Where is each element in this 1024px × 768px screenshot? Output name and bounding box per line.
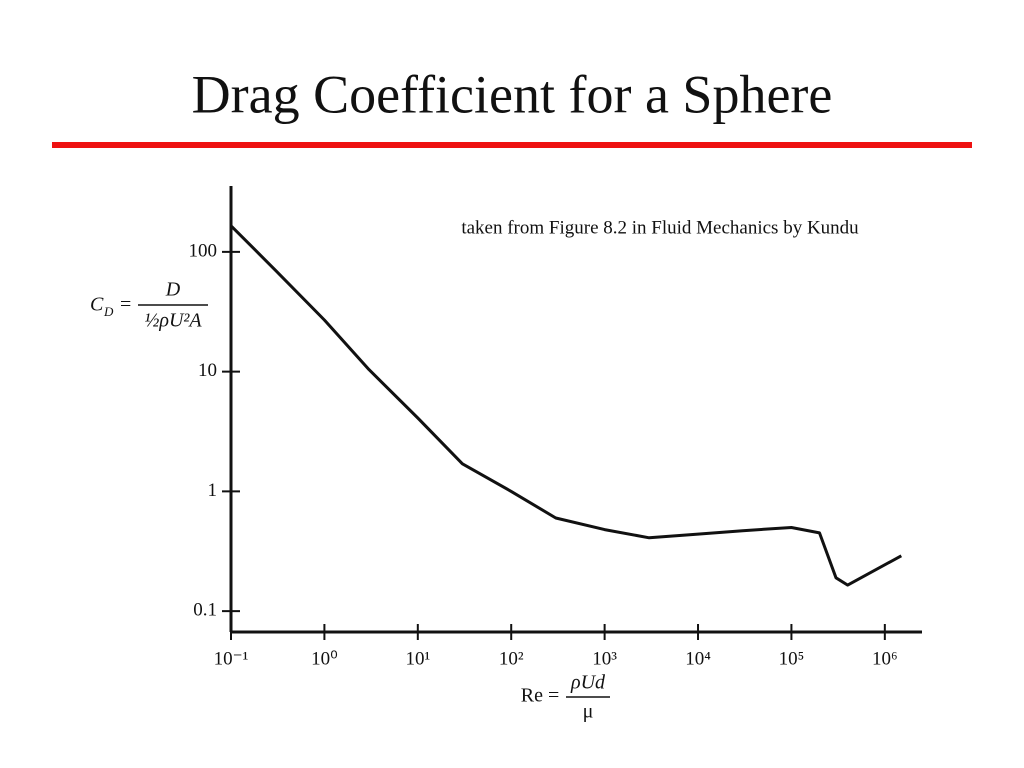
annotation: taken from Figure 8.2 in Fluid Mechanics… (461, 217, 859, 238)
x-label-lhs: Re = (521, 685, 560, 707)
y-label-subscript: D (103, 304, 114, 319)
data-line (229, 224, 903, 587)
x-tick-label: 10² (499, 648, 524, 669)
x-tick-label: 10⁴ (685, 648, 711, 669)
y-label-symbol: C (90, 294, 104, 316)
y-label-numerator: D (165, 279, 181, 301)
y-axis-label: C D = D ½ρU²A (90, 279, 208, 332)
x-axis-label: Re = ρUd μ (521, 672, 610, 723)
x-tick-label: 10⁵ (779, 648, 805, 669)
y-label-denominator: ½ρU²A (144, 310, 202, 332)
x-tick-label: 10⁰ (311, 648, 338, 669)
x-tick-label: 10³ (592, 648, 617, 669)
x-label-numerator: ρUd (570, 672, 606, 694)
title-rule (52, 142, 972, 148)
x-tick-label: 10⁻¹ (214, 648, 249, 669)
y-tick-label: 0.1 (193, 600, 217, 621)
x-tick-label: 10⁶ (872, 648, 898, 669)
y-tick-label: 10 (198, 360, 217, 381)
x-tick-label: 10¹ (405, 648, 430, 669)
y-tick-label: 1 (208, 480, 218, 501)
y-label-equals: = (120, 294, 131, 316)
x-label-denominator: μ (583, 701, 594, 723)
y-tick-label: 100 (189, 240, 218, 261)
slide-title: Drag Coefficient for a Sphere (192, 64, 833, 124)
